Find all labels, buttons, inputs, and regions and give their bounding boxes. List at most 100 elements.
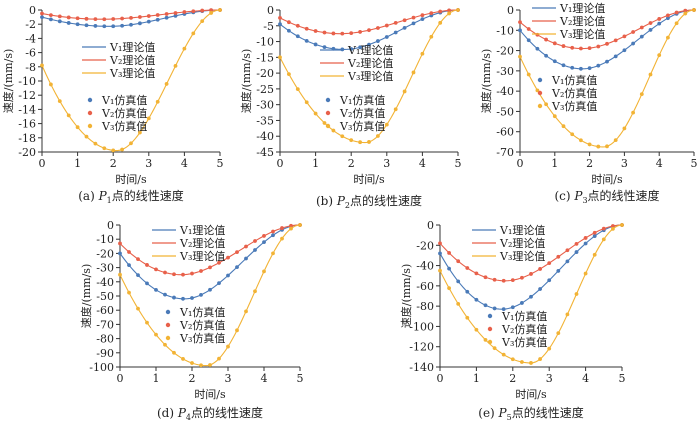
- series-point-2: [331, 31, 336, 36]
- legend-sim-label-3: V₃仿真值: [101, 119, 147, 133]
- series-point-2: [349, 31, 354, 36]
- series-point-1: [271, 233, 275, 238]
- x-tick-label: 4: [582, 372, 589, 385]
- legend-marker-3: [537, 103, 543, 109]
- series-point-2: [127, 250, 131, 254]
- series-point-3: [447, 286, 451, 291]
- panel-caption: (d) P4点的线性速度: [157, 405, 263, 422]
- legend-marker-3: [325, 123, 331, 129]
- series-point-1: [304, 38, 309, 43]
- series-point-2: [289, 223, 293, 228]
- series-point-1: [313, 42, 318, 47]
- x-axis-label: 时间/s: [515, 388, 547, 401]
- series-point-1: [570, 65, 575, 70]
- series-point-2: [155, 13, 160, 17]
- series-point-1: [447, 266, 451, 271]
- series-point-3: [611, 226, 615, 231]
- series-point-1: [384, 35, 389, 39]
- series-point-2: [376, 26, 380, 30]
- series-point-3: [520, 360, 524, 364]
- x-tick-label: 4: [181, 157, 188, 170]
- legend-theory-label-2: V₂理论值: [179, 236, 225, 250]
- legend-marker-1: [165, 309, 171, 315]
- legend-theory-label-1: V₁理论值: [499, 223, 545, 237]
- series-point-1: [501, 307, 506, 312]
- y-tick-label: -90: [96, 347, 114, 360]
- series-point-1: [262, 240, 266, 245]
- legend-marker-2: [165, 322, 171, 328]
- legend-sim-label-1: V₁仿真值: [551, 73, 597, 87]
- series-point-3: [376, 134, 380, 138]
- legend-sim-label-1: V₁仿真值: [101, 93, 147, 107]
- series-point-1: [592, 234, 597, 238]
- series-point-1: [111, 24, 116, 29]
- legend-marker-1: [537, 77, 543, 83]
- series-point-3: [657, 53, 662, 58]
- legend-marker-2: [537, 90, 543, 96]
- series-point-1: [613, 54, 618, 59]
- x-tick-label: 3: [225, 372, 232, 385]
- legend-sim-label-2: V₂仿真值: [179, 318, 225, 332]
- chart-panel-e: 0 1 2 3 4 5 -140 -120 -100 -80 -60 -40 -20 0 时间/s 速度/(m…: [399, 219, 626, 422]
- series-point-2: [191, 9, 196, 14]
- series-point-2: [40, 11, 44, 16]
- series-point-3: [84, 134, 89, 139]
- y-tick-label: -10: [18, 75, 36, 88]
- series-point-3: [570, 132, 575, 137]
- series-point-2: [278, 15, 282, 20]
- series-point-1: [129, 22, 133, 27]
- series-point-3: [298, 223, 302, 227]
- series-point-3: [182, 46, 187, 51]
- series-point-2: [173, 11, 178, 15]
- series-point-3: [613, 138, 618, 143]
- series-point-3: [244, 309, 248, 314]
- series-point-2: [146, 14, 151, 18]
- series-point-1: [217, 281, 221, 286]
- panel-caption: (c) P3点的线性速度: [554, 188, 659, 205]
- series-point-1: [226, 273, 230, 278]
- x-tick-label: 1: [312, 157, 319, 170]
- series-point-2: [601, 226, 606, 231]
- series-point-2: [145, 263, 149, 267]
- x-tick-label: 1: [74, 157, 81, 170]
- series-point-1: [93, 24, 98, 28]
- panel-caption: (a) P1点的线性速度: [78, 188, 184, 205]
- series-point-1: [556, 269, 561, 273]
- series-point-2: [208, 265, 212, 270]
- series-point-2: [271, 229, 275, 234]
- series-point-3: [127, 290, 131, 295]
- y-tick-label: -50: [496, 105, 514, 118]
- series-point-3: [483, 337, 488, 342]
- series-point-3: [331, 128, 336, 133]
- series-point-3: [313, 111, 318, 116]
- series-point-3: [592, 252, 597, 257]
- series-point-1: [529, 294, 533, 299]
- series-point-2: [111, 17, 116, 21]
- x-tick-label: 0: [517, 157, 524, 170]
- series-point-3: [492, 346, 497, 351]
- series-point-3: [181, 357, 185, 361]
- y-tick-label: -16: [18, 118, 36, 131]
- series-point-1: [596, 63, 601, 68]
- series-point-2: [561, 44, 566, 48]
- series-point-1: [411, 21, 416, 26]
- series-point-1: [666, 16, 670, 21]
- series-point-2: [447, 251, 451, 255]
- x-tick-label: 4: [419, 157, 426, 170]
- legend-marker-2: [87, 110, 93, 116]
- series-point-3: [57, 99, 62, 104]
- series-point-3: [518, 54, 522, 59]
- series-point-3: [538, 357, 542, 361]
- series-point-3: [120, 147, 124, 152]
- y-tick-label: -4: [25, 32, 36, 45]
- series-point-2: [596, 44, 601, 49]
- series-point-2: [129, 15, 133, 20]
- series-point-1: [84, 23, 89, 28]
- series-point-2: [402, 18, 407, 23]
- series-point-3: [587, 142, 592, 147]
- series-point-3: [208, 363, 212, 367]
- series-point-1: [66, 21, 71, 25]
- y-tick-label: -80: [416, 300, 434, 313]
- series-point-1: [393, 30, 398, 35]
